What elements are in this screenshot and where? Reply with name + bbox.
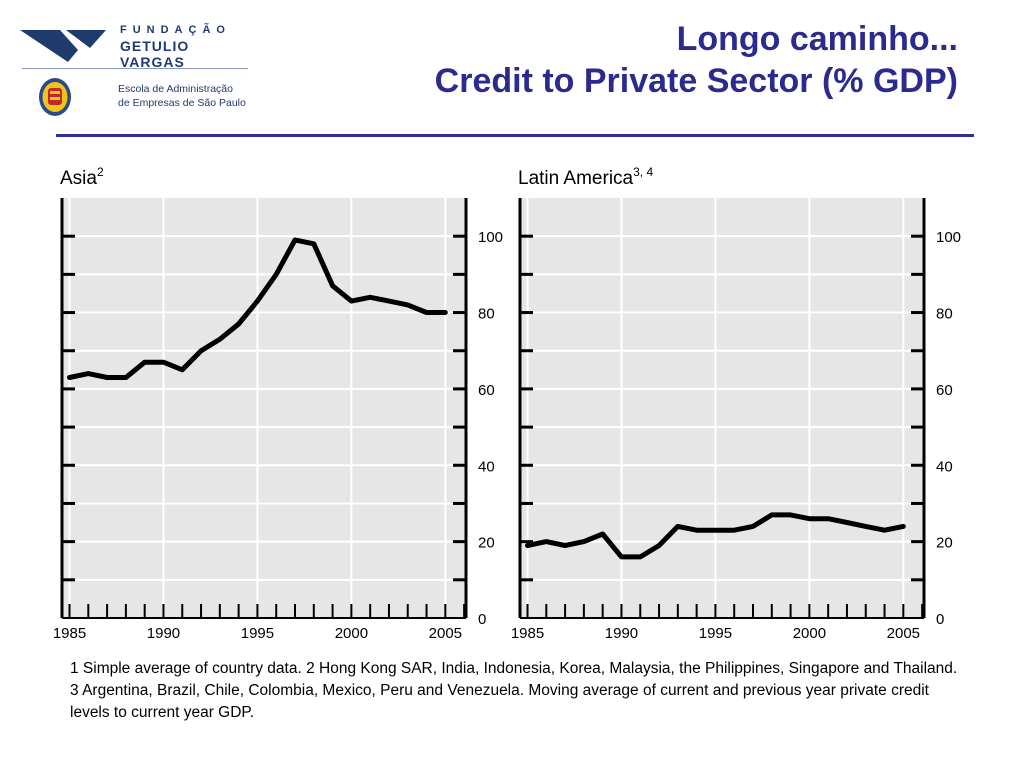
chart-0-ytick-label: 60 bbox=[478, 382, 495, 399]
chart-1-data-point bbox=[864, 524, 868, 528]
chart-1-xtick-label: 2000 bbox=[793, 625, 826, 642]
chart-0-data-point bbox=[86, 372, 90, 376]
chart-1-xtick-label: 1990 bbox=[605, 625, 638, 642]
title-line1: Longo caminho... bbox=[676, 20, 958, 58]
chart-1-data-point bbox=[638, 555, 642, 559]
chart-0-data-point bbox=[425, 311, 429, 315]
chart-0-ytick-label: 80 bbox=[478, 306, 495, 323]
chart-1-data-point bbox=[676, 524, 680, 528]
slide-title: Longo caminho... Credit to Private Secto… bbox=[435, 18, 958, 102]
chart-1-ytick-label: 0 bbox=[936, 611, 944, 628]
chart-0-data-point bbox=[274, 272, 278, 276]
chart-0-data-point bbox=[143, 360, 147, 364]
logo-school-line2: de Empresas de São Paulo bbox=[118, 97, 246, 109]
chart-1-data-point bbox=[582, 540, 586, 544]
chart-0-data-point bbox=[105, 375, 109, 379]
chart-1-data-point bbox=[713, 528, 717, 532]
chart-1-plot-area bbox=[520, 198, 924, 618]
chart-0-data-point bbox=[161, 360, 165, 364]
chart-1-ytick-label: 100 bbox=[936, 229, 961, 246]
chart-1-xtick-label: 1985 bbox=[511, 625, 544, 642]
chart-1-ytick-label: 40 bbox=[936, 458, 953, 475]
logo-brand-line1: FUNDAÇÃO bbox=[120, 24, 231, 36]
charts-area: Asia2 1985 1990 1995 2000 2005 0 20 40 60 80 100 La… bbox=[53, 165, 961, 642]
fgv-wing-logo-icon bbox=[20, 30, 106, 62]
chart-0-data-point bbox=[124, 375, 128, 379]
chart-0-xtick-label: 1985 bbox=[53, 625, 86, 642]
chart-0-xtick-label: 2000 bbox=[335, 625, 368, 642]
chart-1-data-point bbox=[544, 540, 548, 544]
chart-0-xtick-label: 1990 bbox=[147, 625, 180, 642]
chart-1-data-point bbox=[601, 532, 605, 536]
title-line2: Credit to Private Sector (% GDP) bbox=[434, 62, 958, 100]
chart-1-xtick-label: 1995 bbox=[699, 625, 732, 642]
chart-0-plot-area bbox=[62, 198, 466, 618]
chart-0-ytick-label: 40 bbox=[478, 458, 495, 475]
chart-0-data-point bbox=[218, 337, 222, 341]
chart-1-ytick-label: 80 bbox=[936, 306, 953, 323]
chart-0-xtick-label: 2005 bbox=[429, 625, 462, 642]
chart-1-data-point bbox=[826, 517, 830, 521]
chart-0-data-point bbox=[368, 295, 372, 299]
chart-1-data-point bbox=[732, 528, 736, 532]
school-seal-icon bbox=[39, 78, 71, 116]
chart-0-data-point bbox=[387, 299, 391, 303]
chart-0-data-point bbox=[68, 375, 72, 379]
chart-0-ytick-label: 100 bbox=[478, 229, 503, 246]
fgv-logo: FUNDAÇÃO GETULIO VARGAS Escola de Admini… bbox=[18, 20, 258, 130]
chart-1-data-point bbox=[770, 513, 774, 517]
chart-1-ytick-label: 20 bbox=[936, 535, 953, 552]
chart-1-data-point bbox=[657, 543, 661, 547]
chart-0-data-point bbox=[349, 299, 353, 303]
logo-divider bbox=[22, 68, 248, 69]
chart-1-data-point bbox=[751, 524, 755, 528]
logo-school-line1: Escola de Administração bbox=[118, 83, 233, 95]
chart-0-data-point bbox=[312, 242, 316, 246]
chart-1-title: Latin America3, 4 bbox=[518, 165, 653, 189]
chart-latin-america: Latin America3, 4 1985 1990 1995 2000 2005 0 20… bbox=[511, 165, 961, 642]
footnote: 1 Simple average of country data. 2 Hong… bbox=[70, 660, 958, 721]
chart-1-data-point bbox=[619, 555, 623, 559]
chart-1-data-point bbox=[845, 521, 849, 525]
chart-0-data-point bbox=[443, 311, 447, 315]
chart-1-data-point bbox=[526, 543, 530, 547]
chart-0-data-point bbox=[406, 303, 410, 307]
chart-1-xtick-label: 2005 bbox=[887, 625, 920, 642]
chart-1-data-point bbox=[883, 528, 887, 532]
chart-0-ytick-label: 20 bbox=[478, 535, 495, 552]
chart-0-data-point bbox=[293, 238, 297, 242]
chart-0-data-point bbox=[199, 349, 203, 353]
chart-0-title: Asia2 bbox=[60, 165, 104, 189]
chart-1-data-point bbox=[563, 543, 567, 547]
chart-1-ytick-label: 60 bbox=[936, 382, 953, 399]
chart-0-xtick-label: 1995 bbox=[241, 625, 274, 642]
chart-asia: Asia2 1985 1990 1995 2000 2005 0 20 40 60 80 100 bbox=[53, 165, 503, 642]
title-rule bbox=[56, 134, 974, 137]
chart-0-data-point bbox=[237, 322, 241, 326]
chart-1-data-point bbox=[807, 517, 811, 521]
chart-0-data-point bbox=[255, 299, 259, 303]
chart-1-data-point bbox=[901, 524, 905, 528]
chart-0-data-point bbox=[180, 368, 184, 372]
chart-1-data-point bbox=[789, 513, 793, 517]
chart-0-data-point bbox=[331, 284, 335, 288]
chart-1-data-point bbox=[695, 528, 699, 532]
chart-0-ytick-label: 0 bbox=[478, 611, 486, 628]
logo-brand-line2: GETULIO VARGAS bbox=[120, 38, 190, 70]
